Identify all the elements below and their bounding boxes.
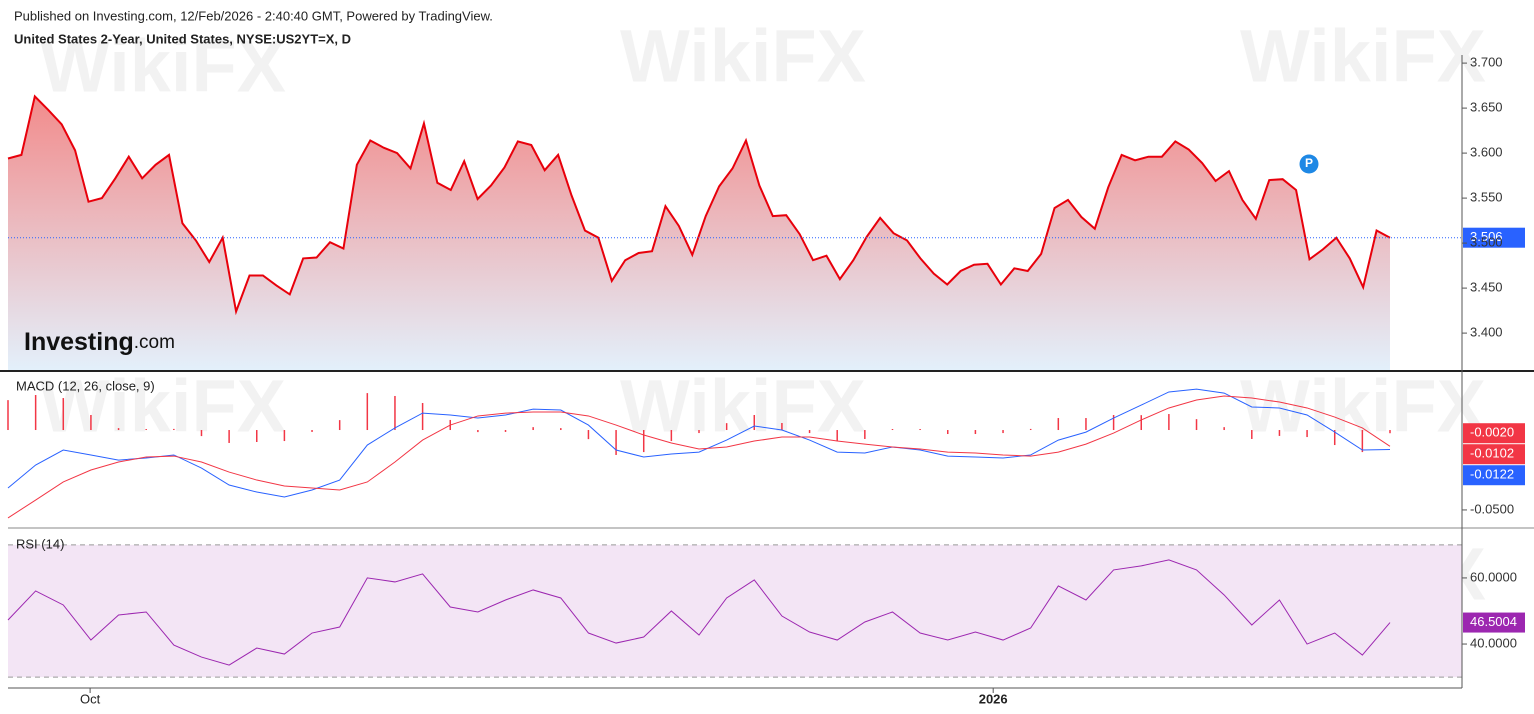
instrument-title: United States 2-Year, United States, NYS… xyxy=(14,31,351,46)
last-value-tag-box xyxy=(1463,444,1525,465)
panel-title: MACD (12, 26, close, 9) xyxy=(16,378,155,393)
event-marker-label: P xyxy=(1305,156,1313,170)
panel-title: RSI (14) xyxy=(16,536,64,551)
y-tick-label: 40.0000 xyxy=(1470,635,1517,650)
last-value-tag: -0.0102 xyxy=(1470,446,1514,461)
price-line xyxy=(7,94,1391,316)
watermark: WikiFX xyxy=(40,365,286,448)
watermark: WikiFX xyxy=(40,25,286,108)
y-tick-label: 3.550 xyxy=(1470,190,1503,205)
event-marker[interactable] xyxy=(1299,154,1319,174)
x-tick-label: Oct xyxy=(80,691,101,706)
published-note: Published on Investing.com, 12/Feb/2026 … xyxy=(14,8,493,23)
logo-name: Investing xyxy=(24,328,134,356)
rsi-line xyxy=(7,559,1391,666)
last-value-tag: -0.0020 xyxy=(1470,425,1514,440)
y-tick-label: 3.500 xyxy=(1470,235,1503,250)
price-area xyxy=(8,96,1390,371)
y-tick-label: 3.400 xyxy=(1470,325,1503,340)
last-value-tag: 46.5004 xyxy=(1470,614,1517,629)
watermark: WikiFX xyxy=(620,365,866,448)
last-value-tag: -0.0122 xyxy=(1470,467,1514,482)
y-tick-label: 3.700 xyxy=(1470,55,1503,70)
macd-line xyxy=(7,395,1391,519)
y-tick-label: 3.650 xyxy=(1470,100,1503,115)
watermark: WikiFX xyxy=(620,15,866,98)
watermark: WikiFX xyxy=(1240,15,1486,98)
rsi-band xyxy=(8,544,1462,678)
y-tick-label: 3.450 xyxy=(1470,280,1503,295)
macd-line xyxy=(7,388,1391,498)
last-value-tag: 3.506 xyxy=(1470,229,1503,244)
y-tick-label: -0.0500 xyxy=(1470,501,1514,516)
y-tick-label: 60.0000 xyxy=(1470,569,1517,584)
y-tick-label: 3.600 xyxy=(1470,145,1503,160)
last-value-tag-box xyxy=(1463,465,1525,486)
last-value-tag-box xyxy=(1463,423,1525,444)
x-tick-label: 2026 xyxy=(979,691,1008,706)
plot: 3.506 Oct 2026 3.400 3.450 3.500 3.550 3.600 3.6… xyxy=(7,55,1525,706)
last-value-tag-box xyxy=(1463,612,1525,633)
last-value-tag-box xyxy=(1463,227,1525,248)
logo: Investing.com xyxy=(24,328,175,356)
logo-suffix: .com xyxy=(134,332,175,353)
